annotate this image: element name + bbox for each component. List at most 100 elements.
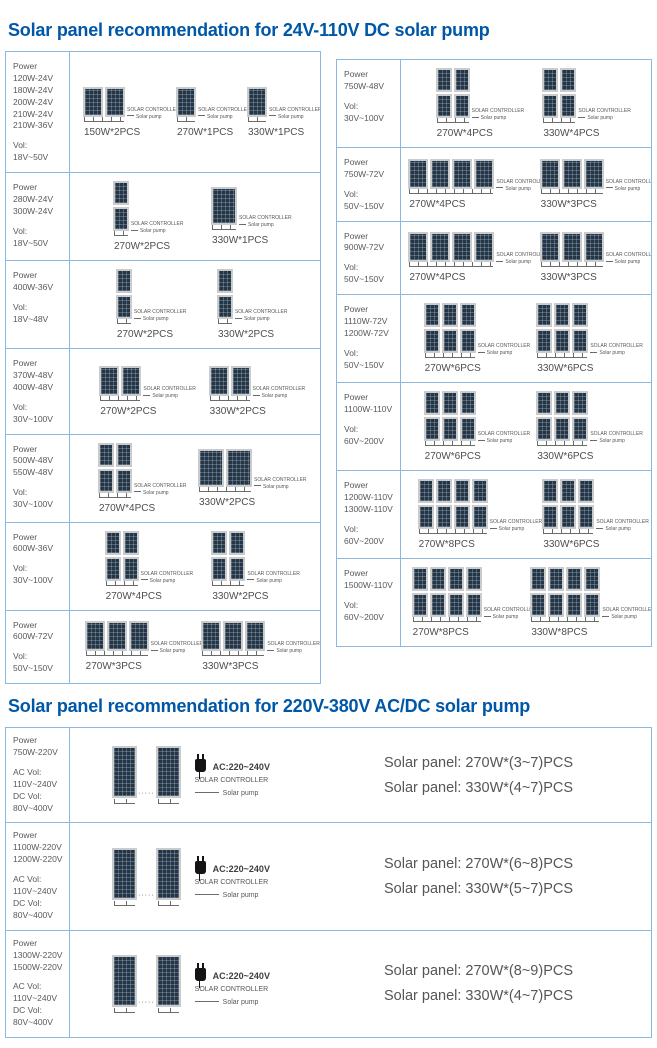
- pump-wire-icon: Solar pump: [195, 892, 270, 899]
- ac-table: Power 750W-220V AC Vol: 110V~240V DC Vol: 80V…: [5, 727, 652, 1038]
- solar-panel-icon: [435, 505, 452, 530]
- solar-panel-icon: [429, 593, 446, 618]
- panel-grid: [542, 68, 577, 118]
- power-label: Power: [13, 830, 38, 841]
- power-label: Power: [13, 182, 38, 193]
- panel-group: [411, 567, 482, 623]
- solar-controller-label: SOLAR CONTROLLER: [489, 519, 543, 526]
- pump-wire-icon: Solar pump: [496, 259, 534, 265]
- vol-value: 18V~50V: [13, 237, 49, 248]
- spec-cell: Power 1110W-72V 1200W-72V Vol: 50V~150V: [337, 295, 401, 383]
- solar-controller-label: SOLAR CONTROLLER: [194, 777, 269, 785]
- panel-grid: [542, 479, 595, 530]
- diagram-label: 330W*4PCS: [543, 128, 600, 139]
- solar-pump-label: Solar pump: [599, 350, 625, 357]
- panel-group: [417, 479, 488, 535]
- solar-panel-icon: [572, 329, 589, 354]
- power-value: 280W-24V: [13, 194, 54, 205]
- solar-panel-icon: [122, 556, 139, 581]
- vol-label: Vol:: [344, 347, 359, 358]
- solar-pump-label: Solar pump: [492, 614, 519, 621]
- power-value: 600W-36V: [13, 543, 54, 554]
- solar-panel-icon: [423, 391, 440, 416]
- panel-diagram: SOLAR CONTROLLER Solar pump 270W*4PCS: [408, 232, 549, 283]
- solar-panel-icon: [584, 567, 601, 592]
- panel-grid: [536, 391, 589, 442]
- wire-bus-icon: [537, 353, 588, 359]
- diagram-label: 270W*4PCS: [105, 590, 162, 602]
- panel-group: [211, 530, 246, 586]
- power-label: Power: [344, 392, 369, 403]
- solar-panel-icon: [530, 567, 547, 592]
- solar-pump-label: Solar pump: [486, 438, 513, 445]
- solar-panel-icon: [572, 417, 589, 442]
- solar-controller-label: SOLAR CONTROLLER: [578, 108, 631, 114]
- solar-panel-icon: [423, 417, 440, 442]
- solar-panel-icon: [112, 181, 129, 206]
- wire-bus-icon: [157, 899, 179, 906]
- solar-controller-label: SOLAR CONTROLLER: [198, 106, 251, 113]
- power-label: Power: [344, 157, 369, 167]
- wire-bus-icon: [540, 262, 603, 268]
- vol-value: 30V~100V: [344, 112, 384, 123]
- panel-grid: [530, 567, 601, 618]
- dc-vol-label: DC Vol:: [13, 897, 42, 908]
- diagram-label: 270W*2PCS: [116, 329, 174, 341]
- spec-cell: Power 1300W-220V 1500W-220V AC Vol: 110V~240…: [6, 930, 70, 1037]
- pump-wire-icon: Solar pump: [606, 259, 644, 265]
- power-value: 750W-72V: [344, 168, 385, 179]
- solar-panel-icon: [459, 391, 476, 416]
- diagram-cell: ····· AC:220~240V SOLAR CONTROLLER Solar pu…: [70, 728, 370, 822]
- solar-pump-label: Solar pump: [498, 526, 525, 533]
- table-row: Power 1500W-110V Vol: 60V~200V SOLAR CONTROL…: [337, 558, 651, 647]
- solar-panel-icon: [471, 505, 488, 530]
- spec-cell: Power 1200W-110V 1300W-110V Vol: 60V~200V: [337, 471, 401, 559]
- ac-vol-label: AC Vol:: [13, 981, 42, 992]
- solar-panel-icon: [105, 86, 125, 117]
- wire-bus-icon: [543, 118, 576, 123]
- solar-panel-icon: [542, 479, 559, 504]
- diagram-label: 270W*2PCS: [100, 405, 157, 417]
- power-value: 1200W-72V: [344, 327, 389, 338]
- solar-panel-icon: [229, 556, 246, 581]
- panel-group: [539, 232, 604, 268]
- pump-wire-icon: Solar pump: [578, 115, 616, 121]
- wire-bus-icon: [85, 651, 148, 657]
- spec-cell: Power 280W-24V 300W-24V Vol: 18V~50V: [6, 173, 70, 261]
- diagram-label: 330W*3PCS: [540, 198, 597, 210]
- solar-panel-icon: [435, 68, 452, 92]
- panel-diagram: SOLAR CONTROLLER Solar pump 270W*6PCS: [423, 303, 530, 374]
- vol-label: Vol:: [344, 523, 359, 534]
- pump-wire-icon: Solar pump: [195, 999, 270, 1006]
- panel-group: [542, 68, 577, 123]
- panel-recommendation-text: Solar panel: 330W*(4~7)PCS: [384, 779, 574, 796]
- solar-panel-icon: [539, 232, 560, 263]
- wire-bus-icon: [114, 798, 135, 805]
- solar-panel-icon: [122, 530, 139, 555]
- pump-wire-icon: Solar pump: [239, 222, 277, 228]
- power-value: 900W-72V: [344, 242, 385, 253]
- panel-recommendation-text: Solar panel: 270W*(3~7)PCS: [384, 754, 574, 771]
- spec-cell: Power 1100W-110V Vol: 60V~200V: [337, 383, 401, 471]
- wire-bus-icon: [212, 225, 237, 231]
- solar-panel-icon: [121, 365, 142, 396]
- solar-controller-label: SOLAR CONTROLLER: [605, 178, 651, 185]
- wire-bus-icon: [531, 617, 600, 623]
- wire-bus-icon: [202, 651, 265, 657]
- wire-bus-icon: [209, 395, 250, 401]
- panel-group: [423, 391, 476, 447]
- panel-diagram: SOLAR CONTROLLER Solar pump 330W*6PCS: [542, 479, 649, 550]
- ac-rating-label: AC:220~240V: [212, 970, 270, 981]
- power-label: Power: [13, 531, 38, 542]
